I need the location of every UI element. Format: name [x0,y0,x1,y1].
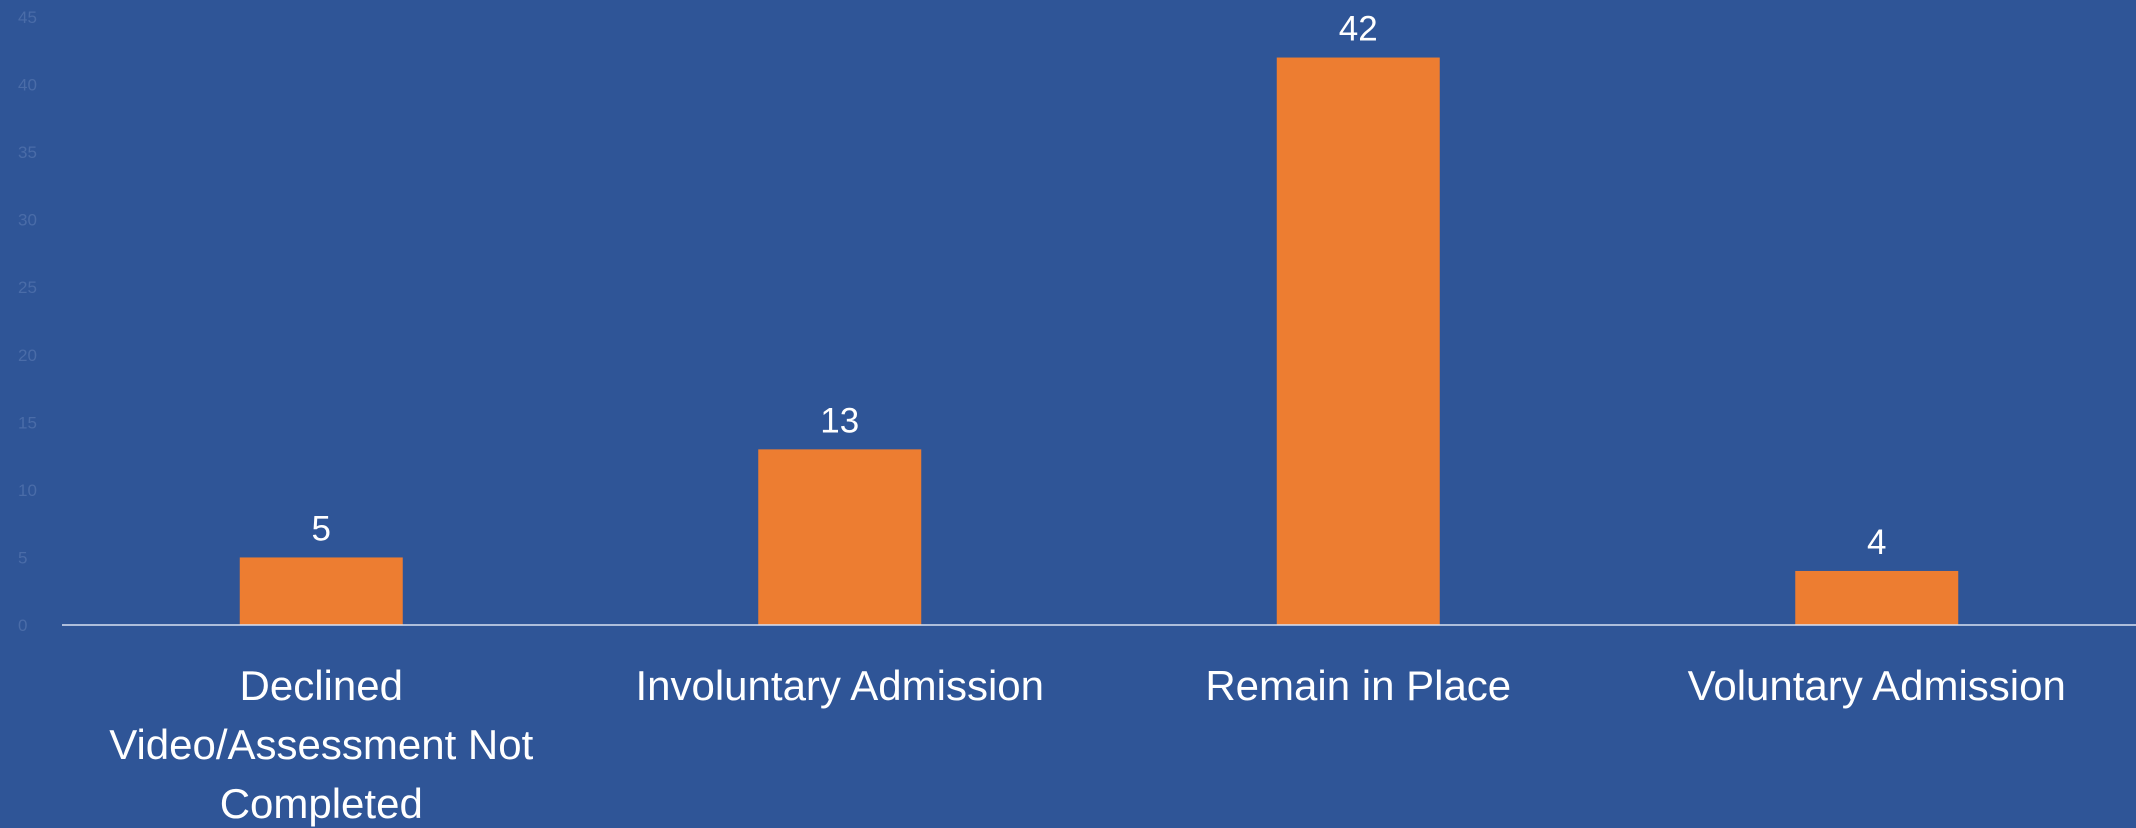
bar [1276,57,1440,626]
x-tick-label: Involuntary Admission [635,662,1044,709]
y-tick-label: 15 [18,413,37,432]
data-label: 13 [820,401,859,440]
bar [239,557,403,625]
data-label: 4 [1867,523,1886,562]
data-label: 42 [1339,10,1378,49]
data-label: 5 [312,509,331,548]
bars [239,57,1959,626]
y-axis-ticks: 0 5 10 15 20 25 30 35 40 45 [18,8,37,635]
y-tick-label: 0 [18,616,27,635]
y-tick-label: 30 [18,211,37,230]
bar [758,449,922,625]
x-tick-label: Declined Video/Assessment Not Completed [109,662,533,827]
y-tick-label: 25 [18,278,37,297]
y-tick-label: 35 [18,143,37,162]
y-tick-label: 20 [18,346,37,365]
y-tick-label: 40 [18,76,37,95]
x-tick-label: Remain in Place [1205,662,1511,709]
y-tick-label: 10 [18,481,37,500]
x-tick-label: Voluntary Admission [1688,662,2066,709]
bar [1795,570,1959,625]
data-labels: 5 13 42 4 [312,10,1887,562]
x-axis-labels: Declined Video/Assessment Not Completed Inv… [109,662,2066,827]
y-tick-label: 45 [18,8,37,27]
y-tick-label: 5 [18,548,27,567]
